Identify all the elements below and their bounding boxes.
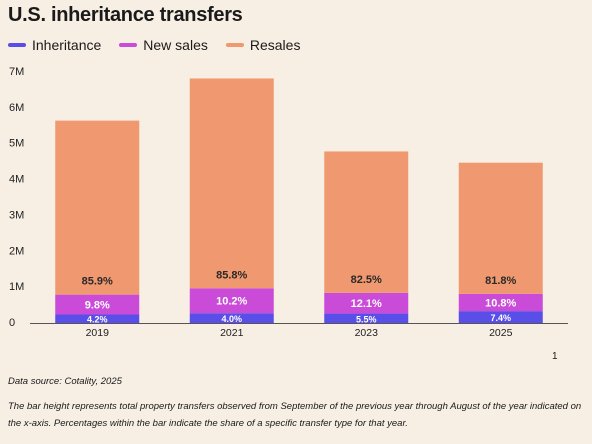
legend-item-inheritance: Inheritance <box>8 37 101 53</box>
x-tick-label: 2025 <box>489 327 513 339</box>
data-label-inheritance: 5.5% <box>356 314 377 324</box>
chart-note: The bar height represents total property… <box>8 401 582 429</box>
legend-label-resales: Resales <box>249 37 301 53</box>
y-tick-label: 3M <box>9 209 24 221</box>
bar-segment-new-sales <box>458 293 543 312</box>
legend-swatch-resales <box>225 43 244 47</box>
y-tick-label: 6M <box>9 102 24 114</box>
data-label-resales: 82.5% <box>351 274 382 286</box>
chart-title: U.S. inheritance transfers <box>8 4 243 26</box>
bar-segment-new-sales <box>55 294 140 315</box>
legend-item-resales: Resales <box>225 37 301 53</box>
legend-label-inheritance: Inheritance <box>32 37 102 53</box>
data-label-new-sales: 9.8% <box>85 300 110 312</box>
x-tick-label: 2019 <box>86 327 110 339</box>
footnote-marker: 1 <box>552 351 558 362</box>
data-label-resales: 81.8% <box>485 275 516 287</box>
stacked-bar-chart: 0 1M 2M 3M 4M 5M 6M 7M 4.2% 9.8% 85.9% 2019 4.0% 10.2… <box>9 66 568 339</box>
y-tick-label: 7M <box>9 66 24 78</box>
bar-segment-resales <box>458 162 543 294</box>
y-tick-label: 0 <box>9 317 15 329</box>
legend-swatch-new-sales <box>119 43 138 47</box>
data-label-new-sales: 10.2% <box>216 296 247 308</box>
data-label-new-sales: 10.8% <box>485 297 516 309</box>
bar-segment-inheritance <box>55 314 140 323</box>
data-label-new-sales: 12.1% <box>351 298 382 310</box>
bar-segment-resales <box>324 151 409 293</box>
y-tick-label: 5M <box>9 138 24 150</box>
data-label-inheritance: 7.4% <box>490 313 511 323</box>
legend: Inheritance New sales Resales <box>8 37 300 53</box>
y-tick-label: 2M <box>9 245 24 257</box>
data-label-inheritance: 4.0% <box>221 314 242 324</box>
bar-segment-resales <box>55 120 140 295</box>
bar-segment-resales <box>189 78 274 289</box>
legend-swatch-inheritance <box>8 43 26 47</box>
legend-item-new-sales: New sales <box>119 37 208 53</box>
bar-segment-inheritance <box>189 313 274 323</box>
data-label-resales: 85.9% <box>82 276 113 288</box>
x-tick-label: 2021 <box>220 327 244 339</box>
x-tick-label: 2023 <box>355 327 379 339</box>
bar-segment-new-sales <box>189 288 274 314</box>
bar-segment-new-sales <box>324 292 409 314</box>
y-tick-label: 1M <box>9 281 24 293</box>
data-label-inheritance: 4.2% <box>87 315 108 325</box>
data-label-resales: 85.8% <box>216 269 247 281</box>
bar-segment-inheritance <box>458 311 543 323</box>
y-tick-label: 4M <box>9 174 24 186</box>
data-source: Data source: Cotality, 2025 <box>8 376 122 387</box>
legend-label-new-sales: New sales <box>143 37 208 53</box>
bar-segment-inheritance <box>324 313 409 323</box>
